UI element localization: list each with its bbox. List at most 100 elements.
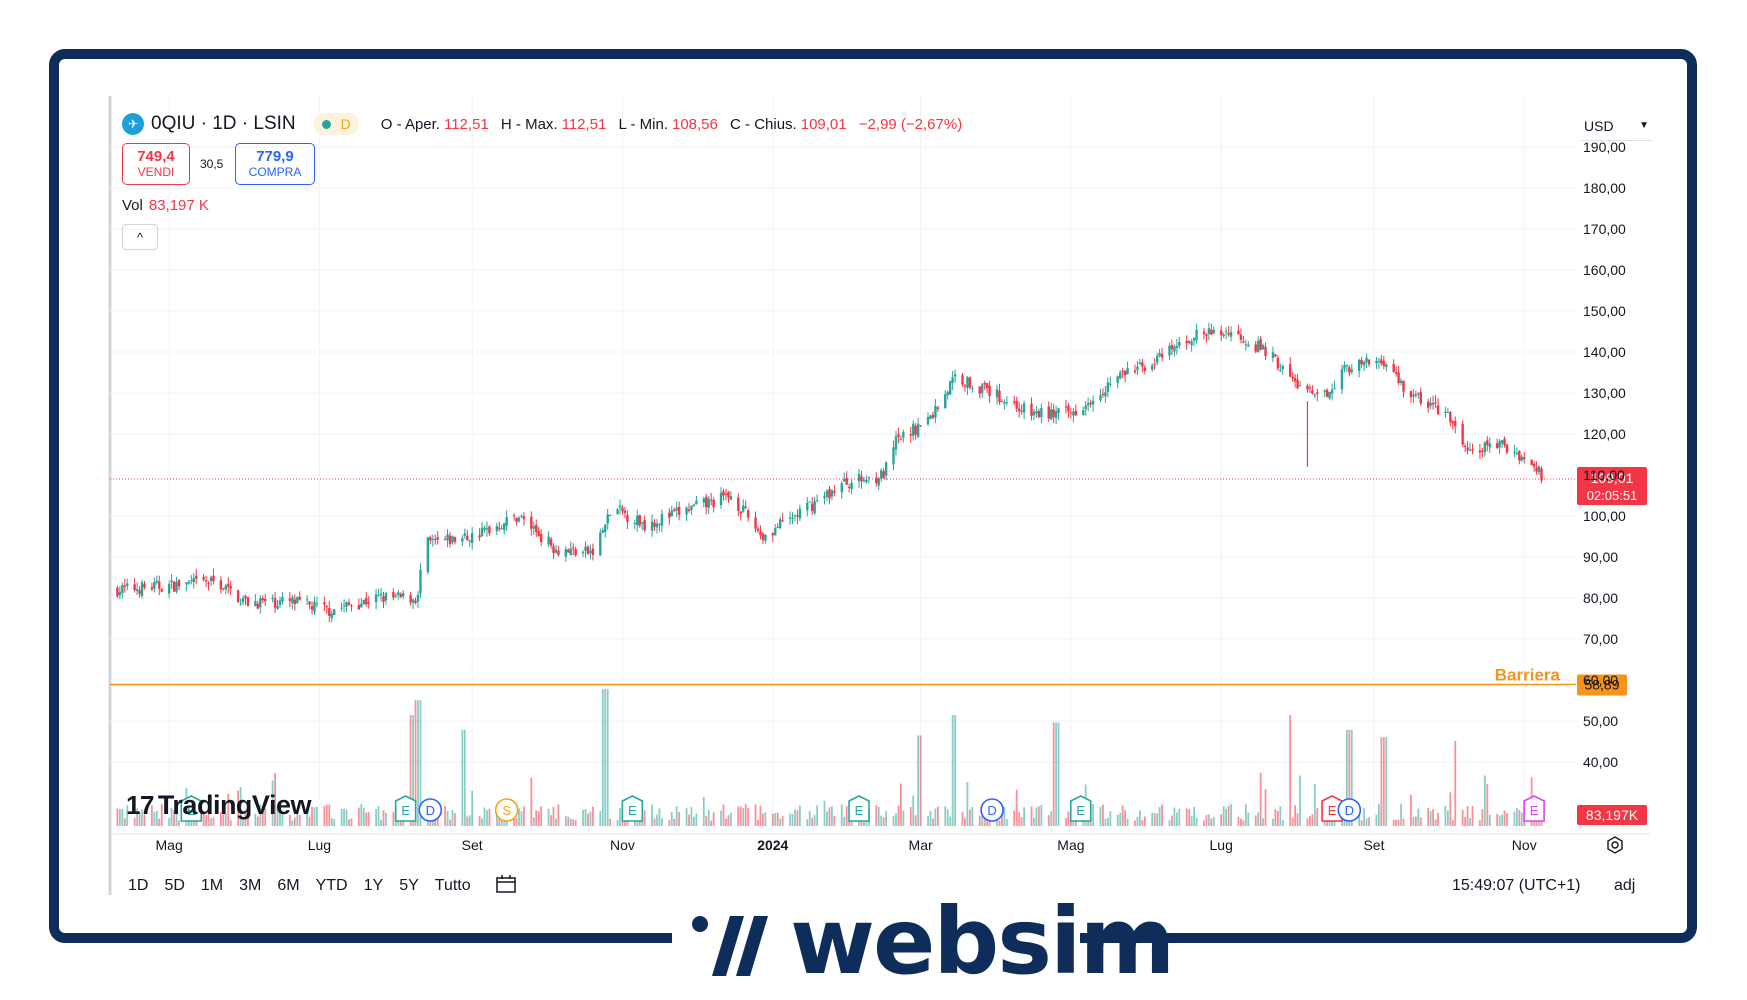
volume-bar	[557, 804, 560, 826]
candle-body	[1471, 449, 1474, 451]
symbol-logo-icon[interactable]: ✈	[122, 113, 144, 135]
candle-body	[384, 593, 388, 601]
tradingview-logo: 17 TradingView	[126, 790, 311, 821]
candle-body	[140, 582, 144, 597]
candle-body	[961, 375, 964, 385]
volume-bar	[537, 811, 540, 826]
candle-body	[586, 546, 590, 554]
clock-readout[interactable]: 15:49:07 (UTC+1)	[1452, 877, 1581, 894]
sell-button[interactable]: 749,4 VENDI	[122, 143, 190, 185]
candle-body	[328, 608, 331, 616]
settings-gear-icon[interactable]	[1606, 836, 1624, 854]
range-5d[interactable]: 5D	[164, 877, 185, 894]
candle-body	[342, 605, 346, 607]
range-3m[interactable]: 3M	[239, 877, 262, 894]
range-5y[interactable]: 5Y	[399, 877, 419, 894]
candle-body	[1426, 401, 1430, 408]
candle-body	[1466, 447, 1469, 451]
volume-bar	[1188, 809, 1191, 826]
volume-tag	[1577, 805, 1647, 825]
candle-body	[517, 517, 521, 522]
range-1y[interactable]: 1Y	[363, 877, 384, 894]
candle-body	[1340, 369, 1344, 390]
candle-body	[1495, 443, 1499, 448]
candle-body	[1515, 453, 1519, 455]
candle-body	[236, 590, 240, 603]
candle-body	[1242, 341, 1245, 343]
candle-body	[1123, 370, 1127, 376]
candle-body	[436, 537, 439, 540]
barrier-tag	[1577, 674, 1627, 696]
volume-bar	[661, 818, 663, 826]
volume-bar	[1237, 816, 1240, 826]
candle-body	[744, 506, 747, 508]
volume-bar	[382, 810, 385, 826]
candle-body	[860, 476, 863, 482]
volume-bar	[313, 807, 316, 826]
volume-bar	[1015, 789, 1018, 826]
collapse-legend-button[interactable]: ^	[122, 224, 158, 250]
range-6m[interactable]: 6M	[277, 877, 300, 894]
buy-button[interactable]: 779,9 COMPRA	[235, 143, 315, 185]
volume-bar	[367, 812, 370, 826]
candle-body	[882, 471, 885, 478]
earnings-marker	[848, 795, 870, 822]
volume-bar	[1272, 818, 1274, 826]
candle-body	[1308, 387, 1312, 389]
volume-bar	[831, 806, 833, 826]
candle-body	[1237, 330, 1240, 335]
volume-bar	[1052, 722, 1055, 826]
volume-bar	[118, 809, 121, 826]
last-price-tag	[1577, 467, 1647, 506]
range-1m[interactable]: 1M	[200, 877, 224, 894]
volume-bar	[1479, 820, 1481, 826]
y-tick-label: 50,00	[1583, 713, 1618, 729]
volume-bar	[1427, 808, 1430, 826]
candle-body	[1035, 411, 1038, 414]
symbol-title[interactable]: 0QIU · 1D · LSIN	[151, 113, 296, 134]
calendar-icon[interactable]	[495, 874, 517, 894]
candle-body	[897, 434, 900, 437]
market-status-badge[interactable]: D	[313, 113, 359, 135]
candle-body	[409, 595, 412, 603]
range-ytd[interactable]: YTD	[315, 877, 348, 894]
candle-body	[584, 546, 587, 551]
adjust-toggle[interactable]: adj	[1614, 877, 1636, 894]
currency-select[interactable]: USD ▼	[1580, 111, 1653, 141]
candle-body	[1227, 333, 1230, 335]
candle-body	[1254, 344, 1257, 352]
candle-body	[1210, 329, 1213, 335]
volume-bar	[927, 815, 929, 826]
candle-body	[988, 385, 991, 397]
volume-bar	[1151, 812, 1154, 826]
volume-bar	[414, 700, 417, 826]
volume-bar	[385, 812, 387, 826]
candle-body	[1532, 463, 1536, 467]
candle-body	[160, 589, 163, 592]
volume-bar	[900, 783, 902, 826]
volume-bar	[789, 813, 791, 826]
range-1d[interactable]: 1D	[128, 877, 149, 894]
candle-body	[254, 601, 257, 606]
volume-bar	[419, 700, 422, 826]
candle-body	[621, 507, 624, 512]
volume-bar	[806, 819, 809, 826]
volume-bar	[1018, 812, 1021, 826]
volume-bar	[895, 813, 897, 826]
candles	[116, 322, 1543, 623]
candle-body	[707, 498, 710, 508]
range-all[interactable]: Tutto	[434, 877, 471, 894]
volume-bar	[771, 813, 774, 826]
candle-body	[1483, 442, 1487, 453]
ohlc-values: O - Aper. 112,51 H - Max. 112,51 L - Min. 1…	[381, 116, 970, 133]
candle-body	[1153, 363, 1156, 365]
volume-bar	[936, 806, 939, 826]
volume-bar	[288, 814, 291, 826]
candle-body	[1498, 441, 1501, 448]
candle-body	[298, 596, 301, 600]
volume-bar	[1316, 808, 1319, 826]
outer-frame	[49, 49, 1697, 943]
candle-body	[1047, 406, 1050, 419]
candle-body	[670, 510, 673, 517]
